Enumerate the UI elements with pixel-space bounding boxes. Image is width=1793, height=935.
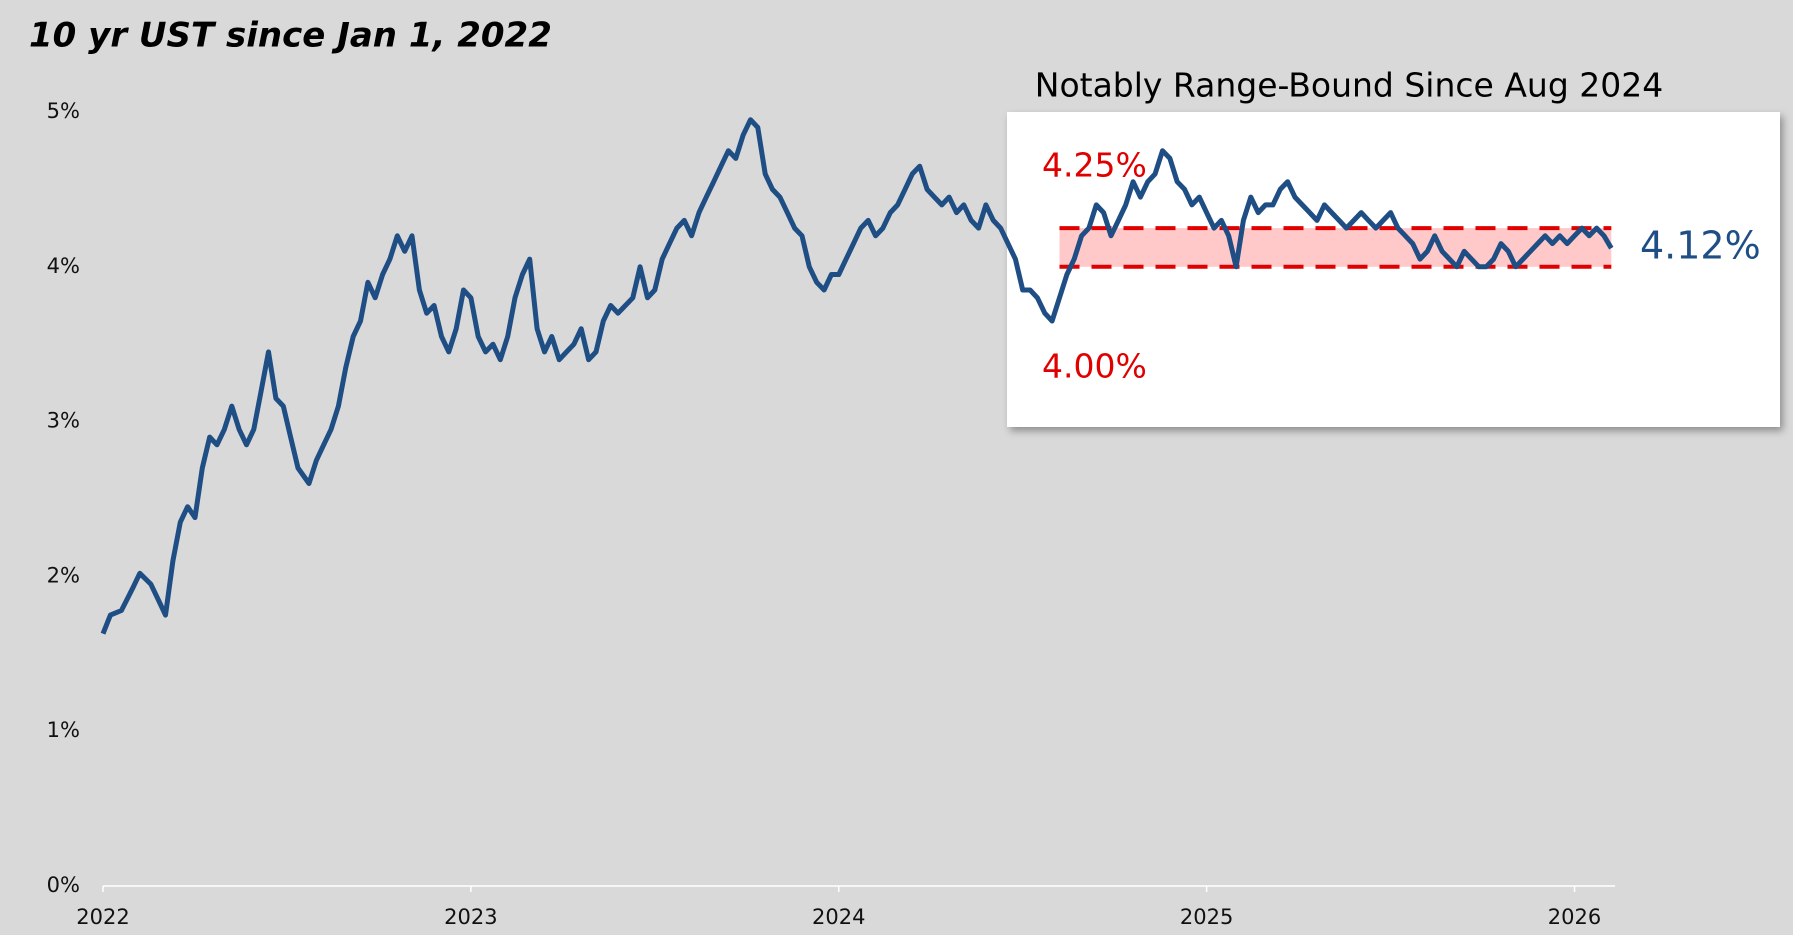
x-tick-label: 2023 <box>444 905 497 929</box>
x-tick-label: 2026 <box>1548 905 1601 929</box>
chart-title: 10 yr UST since Jan 1, 2022 <box>29 16 552 56</box>
y-tick-label: 4% <box>47 254 80 278</box>
y-tick-label: 1% <box>47 718 80 742</box>
range-band <box>1059 228 1612 267</box>
inset-box <box>1007 112 1780 427</box>
y-tick-label: 5% <box>47 99 80 123</box>
range-label: 4.00% <box>1042 347 1147 386</box>
x-tick-label: 2024 <box>812 905 865 929</box>
x-tick-label: 2025 <box>1180 905 1233 929</box>
y-tick-label: 2% <box>47 563 80 587</box>
x-tick-label: 2022 <box>76 905 129 929</box>
series-line <box>100 117 1614 635</box>
last-value-label: 4.12% <box>1640 224 1761 268</box>
inset-title: Notably Range-Bound Since Aug 2024 <box>1035 66 1663 105</box>
range-label: 4.25% <box>1042 146 1147 185</box>
y-tick-label: 0% <box>47 873 80 897</box>
y-tick-label: 3% <box>47 409 80 433</box>
